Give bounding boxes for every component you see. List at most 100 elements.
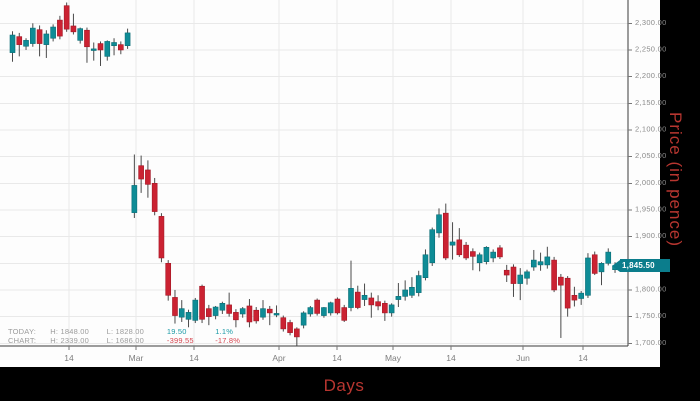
candle-body-down bbox=[266, 308, 273, 314]
candle-body-down bbox=[510, 266, 517, 284]
candle-body-down bbox=[233, 312, 239, 321]
badge-arrow-icon bbox=[612, 259, 620, 272]
candle-body-up bbox=[585, 257, 591, 296]
y-axis-title: Price (in pence) bbox=[666, 112, 685, 248]
candle-body-up bbox=[43, 33, 50, 45]
candle-body-up bbox=[422, 254, 429, 278]
candle-body-up bbox=[239, 308, 246, 315]
current-price-value: 1,845.50 bbox=[620, 259, 670, 273]
candle-body-up bbox=[361, 294, 368, 300]
candle-body-up bbox=[348, 288, 354, 308]
x-axis-title: Days bbox=[323, 376, 365, 395]
candle-body-down bbox=[280, 317, 287, 330]
today-high-value: H: 1848.00 bbox=[50, 327, 89, 336]
chart-high-value: H: 2339.00 bbox=[50, 335, 89, 345]
candle-body-up bbox=[429, 229, 436, 264]
x-tick-label: Mar bbox=[129, 353, 144, 363]
candle-body-down bbox=[503, 269, 510, 276]
candle-body-up bbox=[395, 296, 402, 300]
y-tick-label: 2,050.00 bbox=[635, 151, 667, 160]
candle-body-up bbox=[260, 308, 266, 318]
today-low-value: L: 1828.00 bbox=[106, 327, 145, 336]
candle-body-down bbox=[314, 299, 320, 314]
candle-body-up bbox=[544, 256, 551, 266]
candle-body-down bbox=[564, 277, 571, 309]
candle-body-down bbox=[246, 305, 253, 323]
candle-body-up bbox=[30, 27, 36, 44]
candle-body-down bbox=[442, 212, 449, 259]
today-summary-row: TODAY: H: 1848.00 L: 1828.00 19.50 1.1% bbox=[8, 327, 268, 337]
candle-body-down bbox=[341, 307, 348, 321]
y-tick-label: 2,150.00 bbox=[635, 98, 667, 107]
candle-body-up bbox=[409, 286, 415, 296]
candle-body-up bbox=[605, 251, 612, 264]
candle-body-up bbox=[300, 312, 307, 326]
candle-body-up bbox=[111, 42, 117, 46]
candle-body-down bbox=[84, 29, 90, 48]
candle-body-down bbox=[57, 19, 63, 37]
chart-change-value: -399.55 bbox=[166, 335, 194, 345]
candle-body-up bbox=[524, 271, 530, 279]
candle-body-down bbox=[463, 244, 469, 259]
candle-body-down bbox=[226, 304, 232, 314]
candle-body-down bbox=[287, 322, 293, 333]
candle-body-up bbox=[517, 274, 524, 284]
candle-body-down bbox=[16, 36, 23, 45]
candle-body-down bbox=[368, 297, 375, 306]
y-tick-label: 2,300.00 bbox=[635, 18, 667, 27]
candle-body-up bbox=[490, 251, 496, 259]
candle-body-up bbox=[77, 28, 83, 41]
today-label: TODAY: bbox=[8, 327, 37, 336]
candle-body-down bbox=[334, 298, 341, 314]
candle-body-down bbox=[199, 285, 205, 320]
x-tick-label: May bbox=[385, 353, 402, 363]
candle-body-down bbox=[151, 182, 158, 212]
y-tick-label: 2,100.00 bbox=[635, 124, 667, 133]
candle-body-up bbox=[415, 275, 422, 293]
candle-body-up bbox=[598, 262, 605, 273]
candle-body-up bbox=[185, 312, 192, 320]
candle-body-down bbox=[591, 254, 598, 274]
candle-body-down bbox=[253, 309, 260, 322]
candle-body-up bbox=[104, 41, 111, 57]
y-tick-label: 1,700.00 bbox=[635, 338, 667, 347]
y-tick-label: 1,900.00 bbox=[635, 231, 667, 240]
y-tick-label: 1,750.00 bbox=[635, 311, 667, 320]
candle-body-down bbox=[145, 169, 151, 185]
candle-body-up bbox=[9, 34, 16, 53]
candle-body-up bbox=[273, 313, 280, 316]
x-tick-label: 14 bbox=[64, 353, 74, 363]
candle-body-up bbox=[90, 48, 97, 51]
chart-summary-row: CHART: H: 2339.00 L: 1686.00 -399.55 -17… bbox=[8, 335, 268, 346]
candle-body-up bbox=[307, 307, 314, 315]
candle-body-up bbox=[131, 185, 138, 213]
candle-body-up bbox=[436, 214, 442, 234]
candle-body-up bbox=[402, 289, 408, 297]
x-tick-label: 14 bbox=[189, 353, 199, 363]
current-price-badge[interactable]: 1,845.50 bbox=[612, 259, 670, 273]
candle-body-up bbox=[124, 32, 131, 46]
candle-body-down bbox=[558, 276, 564, 286]
candle-body-down bbox=[138, 165, 144, 180]
candle-body-up bbox=[476, 254, 483, 264]
candle-body-down bbox=[172, 297, 178, 316]
candle-body-down bbox=[382, 302, 388, 314]
candle-body-down bbox=[456, 239, 463, 256]
candle-body-down bbox=[70, 25, 77, 33]
candle-body-down bbox=[571, 294, 578, 301]
candle-body-down bbox=[354, 291, 361, 308]
candle-body-down bbox=[497, 247, 503, 258]
candle-body-up bbox=[537, 261, 544, 266]
today-change-value: 19.50 bbox=[166, 327, 187, 336]
candle-body-up bbox=[321, 307, 327, 316]
candle-body-up bbox=[219, 302, 226, 311]
candle-body-down bbox=[470, 251, 476, 257]
candle-body-up bbox=[449, 241, 456, 246]
candle-body-down bbox=[165, 262, 172, 296]
candle-body-up bbox=[578, 292, 584, 299]
summary-panel: TODAY: H: 1848.00 L: 1828.00 19.50 1.1% … bbox=[8, 327, 268, 346]
y-tick-label: 2,250.00 bbox=[635, 44, 667, 53]
candle-body-down bbox=[118, 44, 124, 51]
y-tick-label: 1,800.00 bbox=[635, 284, 667, 293]
